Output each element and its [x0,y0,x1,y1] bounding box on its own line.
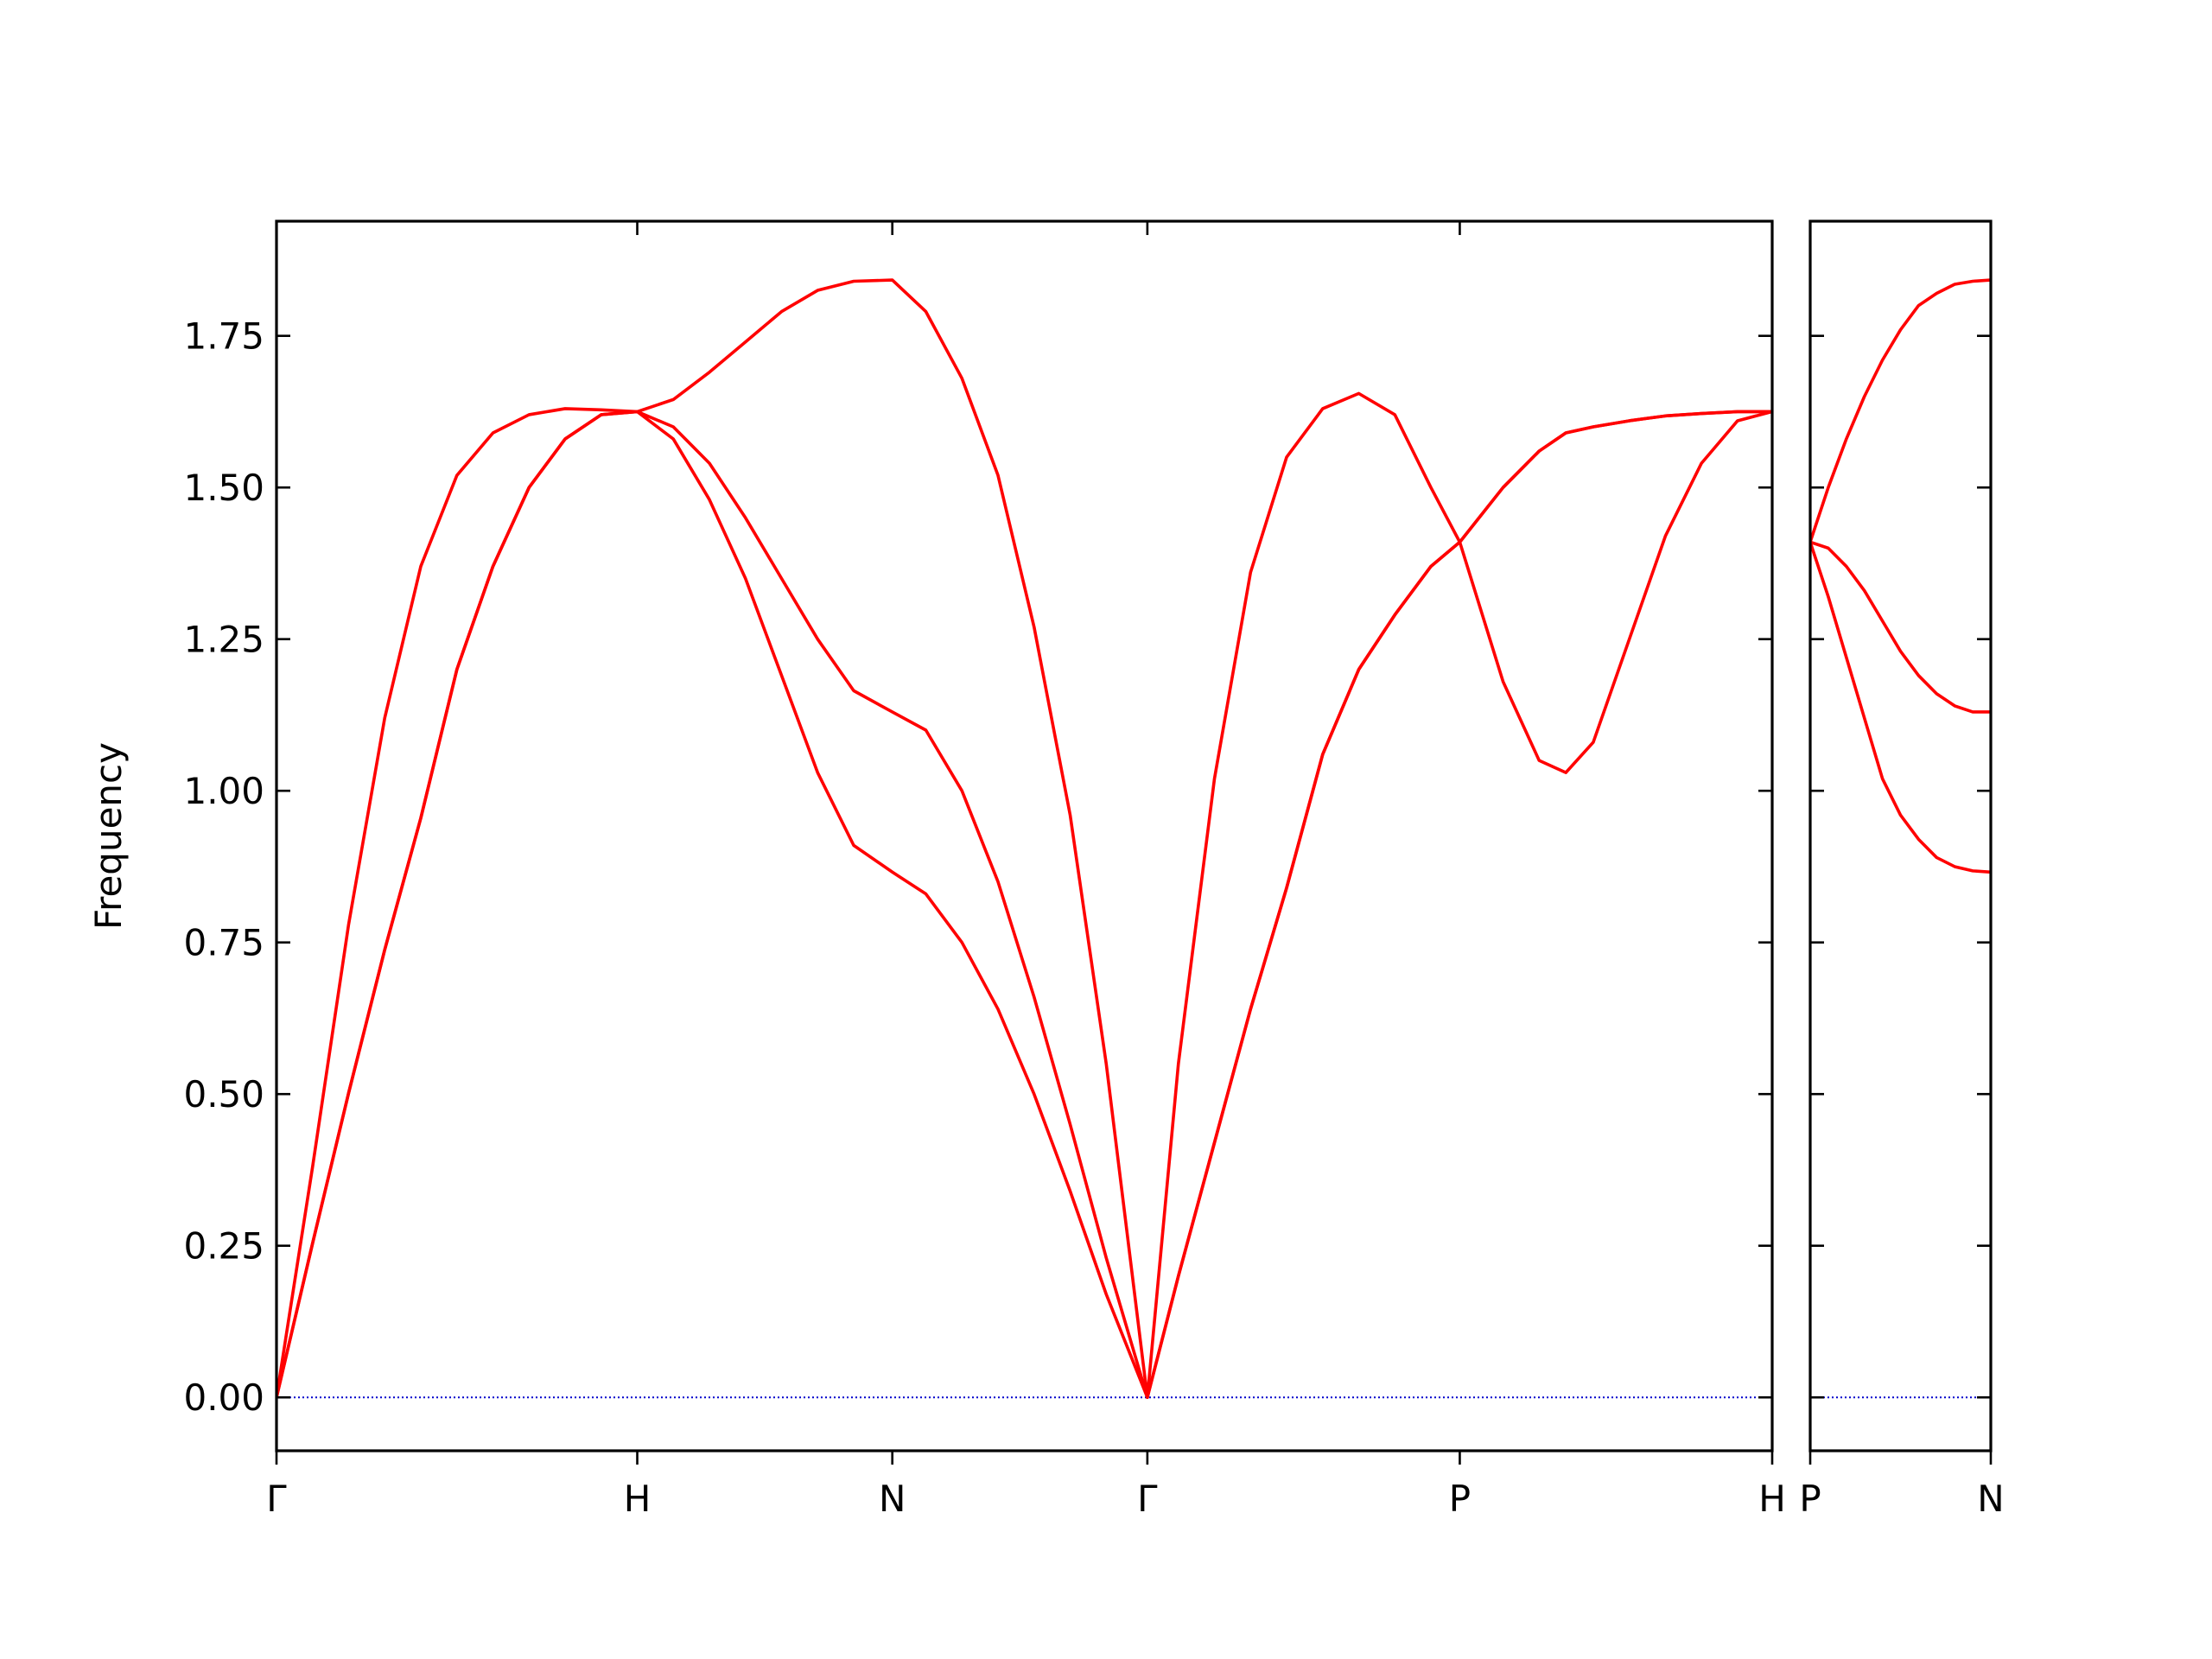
x-tick-label: P [1799,1478,1821,1520]
x-tick-label: N [879,1478,906,1520]
band-line [1810,278,1991,543]
x-tick-label: Γ [266,1478,287,1520]
band-line [276,278,1772,1400]
y-tick-label: 0.75 [183,922,264,964]
y-tick-label: 1.50 [183,467,264,509]
y-axis-label: Frequency [87,742,130,930]
y-tick-label: 1.00 [183,770,264,812]
y-tick-label: 0.00 [183,1376,264,1419]
plot-frame [275,219,1774,1452]
x-tick-label: Γ [1137,1478,1158,1520]
band-line [276,410,1772,1400]
band-line [276,410,1772,1400]
y-tick-label: 0.50 [183,1073,264,1116]
plot-frame [1808,219,1993,1452]
band-line [1810,541,1991,874]
y-tick-label: 0.25 [183,1225,264,1268]
band-line [1810,540,1991,714]
y-tick-label: 1.75 [183,315,264,358]
x-tick-label: H [624,1478,652,1520]
x-tick-label: H [1758,1478,1786,1520]
y-tick-label: 1.25 [183,619,264,661]
x-tick-label: N [1977,1478,2004,1520]
x-tick-label: P [1449,1478,1471,1520]
